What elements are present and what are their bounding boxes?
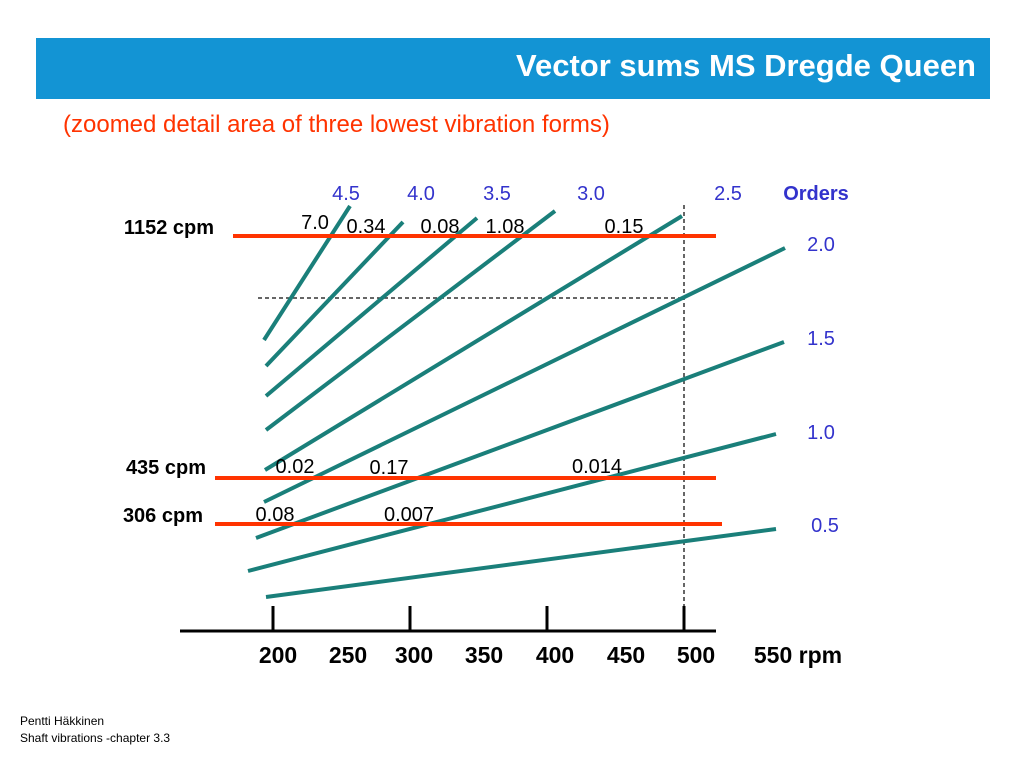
order-line-2.5 <box>263 214 684 472</box>
cpm-label-1152: 1152 cpm <box>124 217 214 239</box>
cpm-label-306: 306 cpm <box>123 505 203 527</box>
order-line-1.0 <box>247 432 777 573</box>
footer: Pentti Häkkinen Shaft vibrations -chapte… <box>20 713 170 747</box>
value-1152-c: 0.08 <box>421 216 460 238</box>
rpm-label-400: 400 <box>536 642 574 668</box>
order-line-0.5 <box>265 527 777 599</box>
rpm-label-450: 450 <box>607 642 645 668</box>
rpm-label-350: 350 <box>465 642 503 668</box>
order-line-2.0 <box>263 246 786 504</box>
page-title: Vector sums MS Dregde Queen <box>516 48 976 83</box>
order-label-3.5: 3.5 <box>483 183 511 205</box>
subtitle: (zoomed detail area of three lowest vibr… <box>63 111 610 138</box>
order-line-1.5 <box>255 340 785 540</box>
order-line-4.0 <box>264 220 405 368</box>
value-1152-e: 0.15 <box>605 216 644 238</box>
footer-course: Shaft vibrations -chapter 3.3 <box>20 731 171 745</box>
rpm-label-500: 500 <box>677 642 715 668</box>
order-label-3.0: 3.0 <box>577 183 605 205</box>
value-1152-a: 7.0 <box>301 212 329 234</box>
value-435-b: 0.17 <box>370 457 409 479</box>
footer-author: Pentti Häkkinen <box>20 714 105 728</box>
order-label-4.0: 4.0 <box>407 183 435 205</box>
value-1152-d: 1.08 <box>486 216 525 238</box>
order-label-4.5: 4.5 <box>332 183 360 205</box>
value-435-a: 0.02 <box>276 456 315 478</box>
order-label-2.0: 2.0 <box>807 234 835 256</box>
order-label-1.5: 1.5 <box>807 328 835 350</box>
orders-heading: Orders <box>783 183 849 205</box>
order-line-3.5 <box>264 216 479 398</box>
title-bar: Vector sums MS Dregde Queen <box>36 38 990 99</box>
rpm-label-550: 550 rpm <box>754 642 842 668</box>
order-line-3.0 <box>264 209 557 432</box>
value-306-b: 0.007 <box>384 504 434 526</box>
value-435-c: 0.014 <box>572 456 622 478</box>
order-label-0.5: 0.5 <box>811 515 839 537</box>
order-label-2.5: 2.5 <box>714 183 742 205</box>
order-label-1.0: 1.0 <box>807 422 835 444</box>
rpm-label-300: 300 <box>395 642 433 668</box>
rpm-label-200: 200 <box>259 642 297 668</box>
value-306-a: 0.08 <box>256 504 295 526</box>
rpm-label-250: 250 <box>329 642 367 668</box>
cpm-label-435: 435 cpm <box>126 457 206 479</box>
order-line-4.5 <box>262 204 352 342</box>
value-1152-b: 0.34 <box>347 216 386 238</box>
